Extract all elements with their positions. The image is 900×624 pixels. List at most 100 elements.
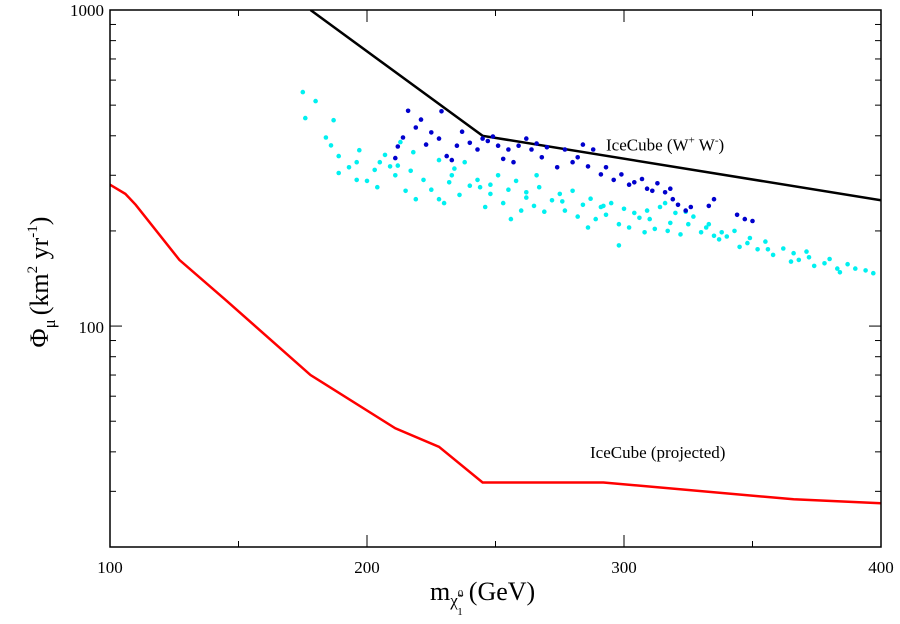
scatter-point-blue-points [405,108,411,114]
scatter-point-cyan-points [570,188,575,194]
scatter-point-cyan-points [387,164,393,169]
scatter-point-cyan-points [662,200,668,206]
scatter-point-blue-points [480,136,485,141]
scatter-point-cyan-points [452,166,457,171]
scatter-point-blue-points [688,204,694,210]
scatter-point-cyan-points [716,237,722,242]
scatter-point-blue-points [467,140,473,146]
scatter-point-cyan-points [863,268,868,273]
x-axis-title: mχ̃0 1(GeV) [430,577,535,618]
scatter-point-blue-points [639,176,645,182]
scatter-point-cyan-points [429,187,434,192]
scatter-point-blue-points [418,117,424,122]
scatter-point-cyan-points [665,228,670,234]
scatter-point-cyan-points [593,216,598,222]
scatter-point-cyan-points [441,200,447,206]
scatter-point-cyan-points [691,214,696,219]
scatter-point-cyan-points [835,266,840,271]
scatter-point-cyan-points [408,168,414,174]
scatter-point-cyan-points [621,206,627,212]
scatter-point-cyan-points [357,147,362,153]
scatter-point-cyan-points [804,249,809,254]
x-tick-label: 200 [354,558,380,577]
x-axis-sub-sub: 1 [457,606,463,618]
scatter-point-cyan-points [647,216,652,222]
scatter-point-cyan-points [495,173,501,178]
scatter-point-cyan-points [724,234,730,239]
scatter-point-cyan-points [755,247,760,252]
scatter-point-cyan-points [686,221,691,227]
scatter-point-cyan-points [719,230,724,235]
scatter-point-cyan-points [698,230,704,235]
scatter-point-cyan-points [354,177,360,183]
annotation-ww-sup2: - [715,135,719,147]
scatter-point-cyan-points [534,173,539,178]
scatter-point-cyan-points [745,240,750,246]
scatter-point-cyan-points [585,225,591,230]
scatter-point-cyan-points [467,183,473,188]
scatter-point-blue-points [544,144,550,150]
y-axis-sub: μ [40,319,59,328]
y-axis-pre: (km [25,273,54,315]
scatter-point-cyan-points [644,208,650,213]
scatter-point-blue-points [449,157,455,163]
scatter-point-cyan-points [436,196,442,202]
annotation-ww-sup1: + [689,135,695,147]
annotation-icecube-projected: IceCube (projected) [590,443,725,462]
y-axis-title-group: Φμ (km2 yr-1) [25,217,59,348]
scatter-point-cyan-points [395,163,401,168]
scatter-point-blue-points [626,182,632,187]
scatter-point-cyan-points [477,184,483,190]
scatter-point-cyan-points [328,143,334,148]
scatter-point-cyan-points [457,192,462,198]
scatter-point-cyan-points [637,215,642,221]
scatter-point-cyan-points [706,221,712,227]
y-axis-sup1: 2 [25,266,41,274]
scatter-point-blue-points [742,216,748,222]
scatter-point-cyan-points [616,243,622,248]
scatter-point-blue-points [506,147,511,152]
scatter-point-cyan-points [377,159,383,165]
scatter-point-cyan-points [562,208,568,213]
scatter-point-cyan-points [845,261,850,267]
scatter-point-cyan-points [796,257,802,263]
scatter-point-cyan-points [626,225,632,230]
scatter-point-cyan-points [580,202,586,208]
scatter-point-cyan-points [560,199,565,204]
scatter-point-cyan-points [398,139,403,145]
scatter-point-blue-points [750,218,755,224]
scatter-point-blue-points [529,147,534,152]
scatter-point-cyan-points [678,232,683,237]
scatter-point-cyan-points [673,210,678,216]
scatter-point-blue-points [662,190,668,195]
scatter-point-blue-points [644,186,650,191]
scatter-point-cyan-points [765,247,771,252]
scatter-point-blue-points [603,165,609,170]
x-axis-unit: (GeV) [469,577,535,606]
scatter-point-blue-points [534,141,539,146]
scatter-point-blue-points [444,153,450,159]
x-axis-symbol: m [430,577,450,606]
scatter-point-blue-points [619,172,624,177]
scatter-point-cyan-points [482,204,488,210]
scatter-point-cyan-points [372,167,378,173]
scatter-point-blue-points [580,142,586,147]
scatter-point-cyan-points [331,117,336,123]
annotation-ww-post: ) [718,136,724,155]
scatter-point-cyan-points [791,250,796,256]
scatter-point-cyan-points [732,228,737,234]
scatter-point-blue-points [575,155,580,160]
scatter-point-blue-points [495,143,501,148]
scatter-point-cyan-points [747,235,753,241]
scatter-point-cyan-points [488,191,493,197]
scatter-point-blue-points [570,159,575,165]
scatter-point-cyan-points [549,198,555,203]
scatter-point-cyan-points [763,239,768,244]
scatter-point-cyan-points [436,157,442,163]
scatter-point-blue-points [585,164,591,169]
scatter-point-cyan-points [806,254,812,260]
scatter-point-blue-points [675,202,681,208]
scatter-point-blue-points [562,147,568,152]
scatter-point-blue-points [400,135,406,140]
